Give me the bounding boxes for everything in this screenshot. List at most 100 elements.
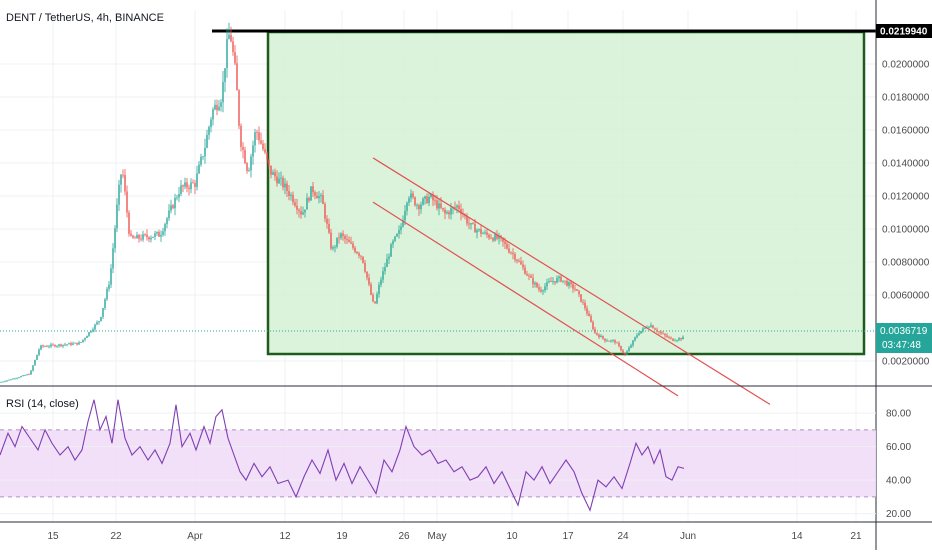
candle-body bbox=[274, 172, 276, 177]
candle-body bbox=[182, 185, 184, 187]
candle-body bbox=[320, 195, 322, 197]
candle-body bbox=[380, 279, 382, 285]
candle-body bbox=[628, 347, 630, 352]
candle-body bbox=[474, 223, 476, 233]
candle-body bbox=[14, 378, 16, 380]
candle-body bbox=[124, 174, 126, 192]
candle-body bbox=[460, 209, 462, 215]
candle-body bbox=[112, 248, 114, 269]
candle-body bbox=[246, 163, 248, 171]
candle-body bbox=[600, 335, 602, 338]
price-tick-label: 0.0020000 bbox=[882, 357, 930, 368]
candle-body bbox=[94, 324, 96, 330]
candle-body bbox=[428, 196, 430, 204]
candle-body bbox=[564, 280, 566, 282]
candle-body bbox=[84, 338, 86, 340]
candle-body bbox=[0, 382, 2, 383]
candle-body bbox=[514, 254, 516, 260]
candle-body bbox=[200, 156, 202, 165]
candle-body bbox=[234, 52, 236, 64]
candle-body bbox=[554, 281, 556, 283]
candle-body bbox=[36, 354, 38, 360]
candle-body bbox=[294, 202, 296, 206]
candle-body bbox=[18, 377, 20, 379]
price-axis-background bbox=[876, 0, 932, 550]
candle-body bbox=[454, 207, 456, 208]
candle-body bbox=[220, 102, 222, 107]
candle-body bbox=[226, 39, 228, 69]
candle-body bbox=[172, 205, 174, 209]
candle-body bbox=[8, 379, 10, 381]
time-tick-label: May bbox=[428, 531, 447, 542]
time-tick-label: 12 bbox=[279, 531, 291, 542]
candle-body bbox=[588, 313, 590, 317]
candle-body bbox=[138, 234, 140, 239]
candle-body bbox=[430, 194, 432, 197]
candle-body bbox=[472, 223, 474, 224]
candle-body bbox=[546, 282, 548, 287]
candle-body bbox=[202, 156, 204, 158]
time-tick-label: 15 bbox=[47, 531, 59, 542]
candle-body bbox=[196, 173, 198, 187]
candle-body bbox=[450, 208, 452, 215]
candle-body bbox=[12, 378, 14, 380]
candle-body bbox=[10, 379, 12, 381]
candle-body bbox=[278, 178, 280, 184]
candle-body bbox=[620, 346, 622, 351]
candle-body bbox=[560, 276, 562, 282]
candle-body bbox=[408, 198, 410, 203]
candle-body bbox=[528, 275, 530, 277]
candle-body bbox=[584, 302, 586, 309]
target-zone-box[interactable] bbox=[266, 30, 866, 356]
candle-body bbox=[108, 284, 110, 289]
candle-body bbox=[176, 197, 178, 199]
rsi-line[interactable] bbox=[0, 399, 685, 512]
candle-body bbox=[494, 234, 496, 241]
candle-body bbox=[286, 183, 288, 192]
candle-body bbox=[498, 235, 500, 239]
candle-body bbox=[334, 246, 336, 248]
candle-body bbox=[434, 200, 436, 202]
candle-body bbox=[506, 243, 508, 249]
candle-body bbox=[524, 267, 526, 274]
candle-body bbox=[630, 345, 632, 348]
candle-body bbox=[418, 205, 420, 210]
candle-body bbox=[508, 248, 510, 253]
candle-body bbox=[364, 262, 366, 272]
candle-body bbox=[568, 282, 570, 286]
channel-line[interactable] bbox=[372, 157, 771, 405]
candle-body bbox=[406, 202, 408, 211]
candle-body bbox=[594, 329, 596, 333]
candle-body bbox=[676, 340, 678, 341]
candle-body bbox=[386, 258, 388, 268]
channel-line[interactable] bbox=[372, 201, 679, 397]
candle-body bbox=[2, 381, 4, 383]
candle-body bbox=[312, 186, 314, 193]
candle-body bbox=[612, 340, 614, 342]
candle-body bbox=[650, 325, 652, 327]
candle-body bbox=[78, 342, 80, 345]
candle-body bbox=[60, 344, 62, 347]
candle-body bbox=[100, 316, 102, 322]
candle-body bbox=[412, 193, 414, 198]
resistance-label-box bbox=[876, 24, 932, 38]
candle-body bbox=[438, 203, 440, 209]
candle-body bbox=[72, 343, 74, 345]
resistance-label: 0.0219940 bbox=[880, 27, 928, 38]
time-tick-label: Apr bbox=[187, 531, 203, 542]
candle-body bbox=[648, 326, 650, 328]
candle-body bbox=[330, 232, 332, 249]
candle-body bbox=[166, 218, 168, 225]
candle-body bbox=[492, 238, 494, 241]
candle-body bbox=[88, 332, 90, 336]
candle-body bbox=[136, 234, 138, 239]
candle-body bbox=[590, 316, 592, 322]
candle-body bbox=[210, 119, 212, 128]
candle-body bbox=[456, 205, 458, 208]
candle-body bbox=[678, 338, 680, 341]
candle-body bbox=[180, 185, 182, 195]
candle-body bbox=[358, 253, 360, 256]
candle-body bbox=[634, 337, 636, 341]
candle-body bbox=[388, 256, 390, 259]
